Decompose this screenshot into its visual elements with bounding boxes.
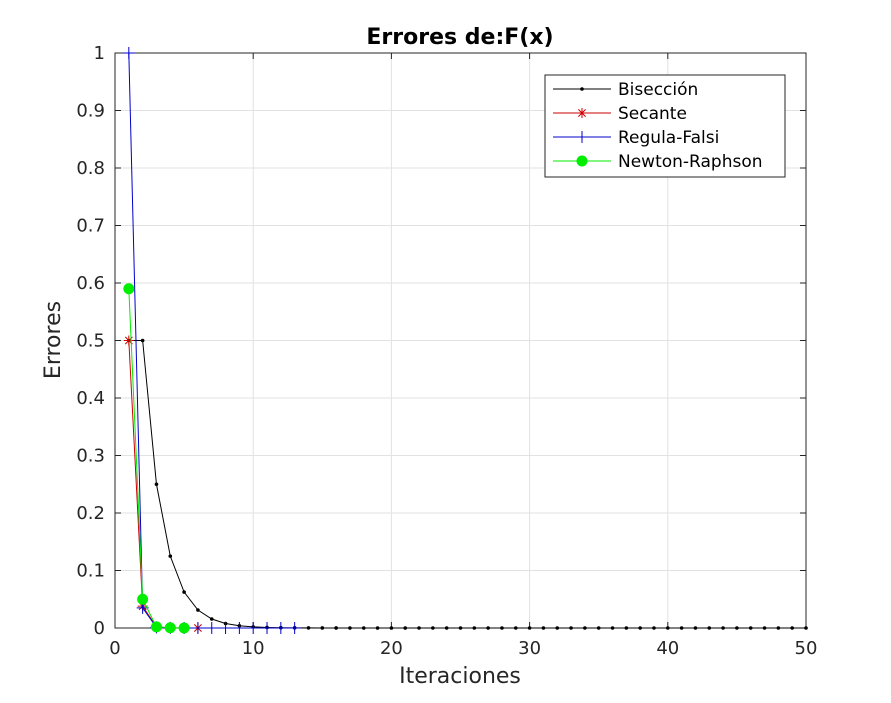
data-point [500,626,504,630]
data-point [274,622,287,634]
data-point [513,626,518,630]
series-line [128,340,806,629]
data-point [334,626,338,630]
legend: Bisección Secante Regula-Falsi Newton-Raphs… [544,74,786,178]
data-point [219,621,232,634]
y-tick-label: 0.4 [76,388,105,409]
data-point [721,626,725,630]
data-point [666,626,670,630]
y-tick-label: 0 [94,618,105,639]
legend-item: Secante [553,104,687,124]
data-point [306,626,311,630]
data-point [233,622,246,634]
data-point [707,626,712,630]
data-point [191,621,204,634]
y-tick-label: 0.5 [76,331,105,352]
x-tick-label: 30 [518,638,541,659]
grid [114,52,807,629]
y-tick-label: 0.7 [76,216,105,237]
legend-item: Newton-Raphson [553,152,763,172]
data-point [137,593,149,605]
x-axis-ticks: 0 10 20 30 40 50 [109,53,817,659]
y-axis-label: Errores [41,301,66,379]
data-point [541,626,546,630]
y-tick-label: 0.9 [76,101,105,122]
y-tick-label: 0.6 [76,273,105,294]
data-point [583,626,587,630]
data-point [123,283,135,295]
x-tick-label: 50 [795,638,818,659]
legend-label: Newton-Raphson [618,152,763,172]
y-tick-label: 0.3 [76,446,105,467]
data-point [610,626,615,630]
data-point [638,626,642,630]
data-point [150,621,162,633]
data-point [348,626,352,630]
data-point [804,626,808,630]
data-point [762,626,767,630]
y-tick-label: 0.2 [76,503,105,524]
data-point [431,626,435,630]
data-point [320,626,325,630]
data-point [389,626,394,630]
data-point [140,338,145,343]
y-tick-label: 1 [94,43,105,64]
data-point [679,626,684,630]
x-tick-label: 0 [109,638,120,659]
data-point [624,626,629,630]
data-point [247,622,260,634]
legend-label: Bisección [618,80,698,100]
data-point [168,554,173,558]
x-tick-label: 20 [380,638,403,659]
data-point [444,626,449,630]
data-point [164,622,176,634]
data-point [527,626,532,630]
data-point [209,617,214,621]
data-point [123,335,134,346]
data-point [154,482,159,487]
data-point [569,626,573,630]
legend-item: Regula-Falsi [553,128,719,148]
data-point [288,622,301,634]
data-point [555,626,560,630]
legend-marker [577,108,587,118]
legend-marker [576,155,588,167]
x-axis-label: Iteraciones [399,664,521,689]
y-tick-label: 0.1 [76,561,105,582]
legend-marker [576,131,588,143]
data-point [748,626,753,630]
data-point [735,626,739,630]
data-point [205,621,218,634]
data-point [596,626,601,630]
data-point [196,608,200,612]
chart-title: Errores de:F(x) [366,25,553,50]
legend-marker [580,87,584,91]
data-point [178,622,190,634]
data-point [790,626,794,630]
series-bisecci-n [127,338,808,630]
data-point [652,626,656,630]
data-point [417,626,421,630]
data-point [182,590,186,594]
x-tick-label: 40 [656,638,679,659]
y-tick-label: 0.8 [76,158,105,179]
data-point [122,47,135,59]
legend-label: Secante [618,104,687,124]
data-point [403,626,408,630]
y-axis-ticks: 0 0.1 0.2 0.3 0.4 0.5 0.6 0.7 0.8 0.9 1 [76,43,806,639]
series-layer [122,47,808,634]
series-newton-raphson [123,283,190,634]
data-point [693,626,698,630]
data-point [361,626,366,630]
legend-item: Bisección [553,80,698,100]
data-point [776,626,781,630]
data-point [261,622,274,634]
legend-label: Regula-Falsi [618,128,719,148]
data-point [375,626,380,630]
data-point [486,626,490,630]
data-point [458,626,463,630]
x-tick-label: 10 [242,638,265,659]
data-point [472,626,477,630]
